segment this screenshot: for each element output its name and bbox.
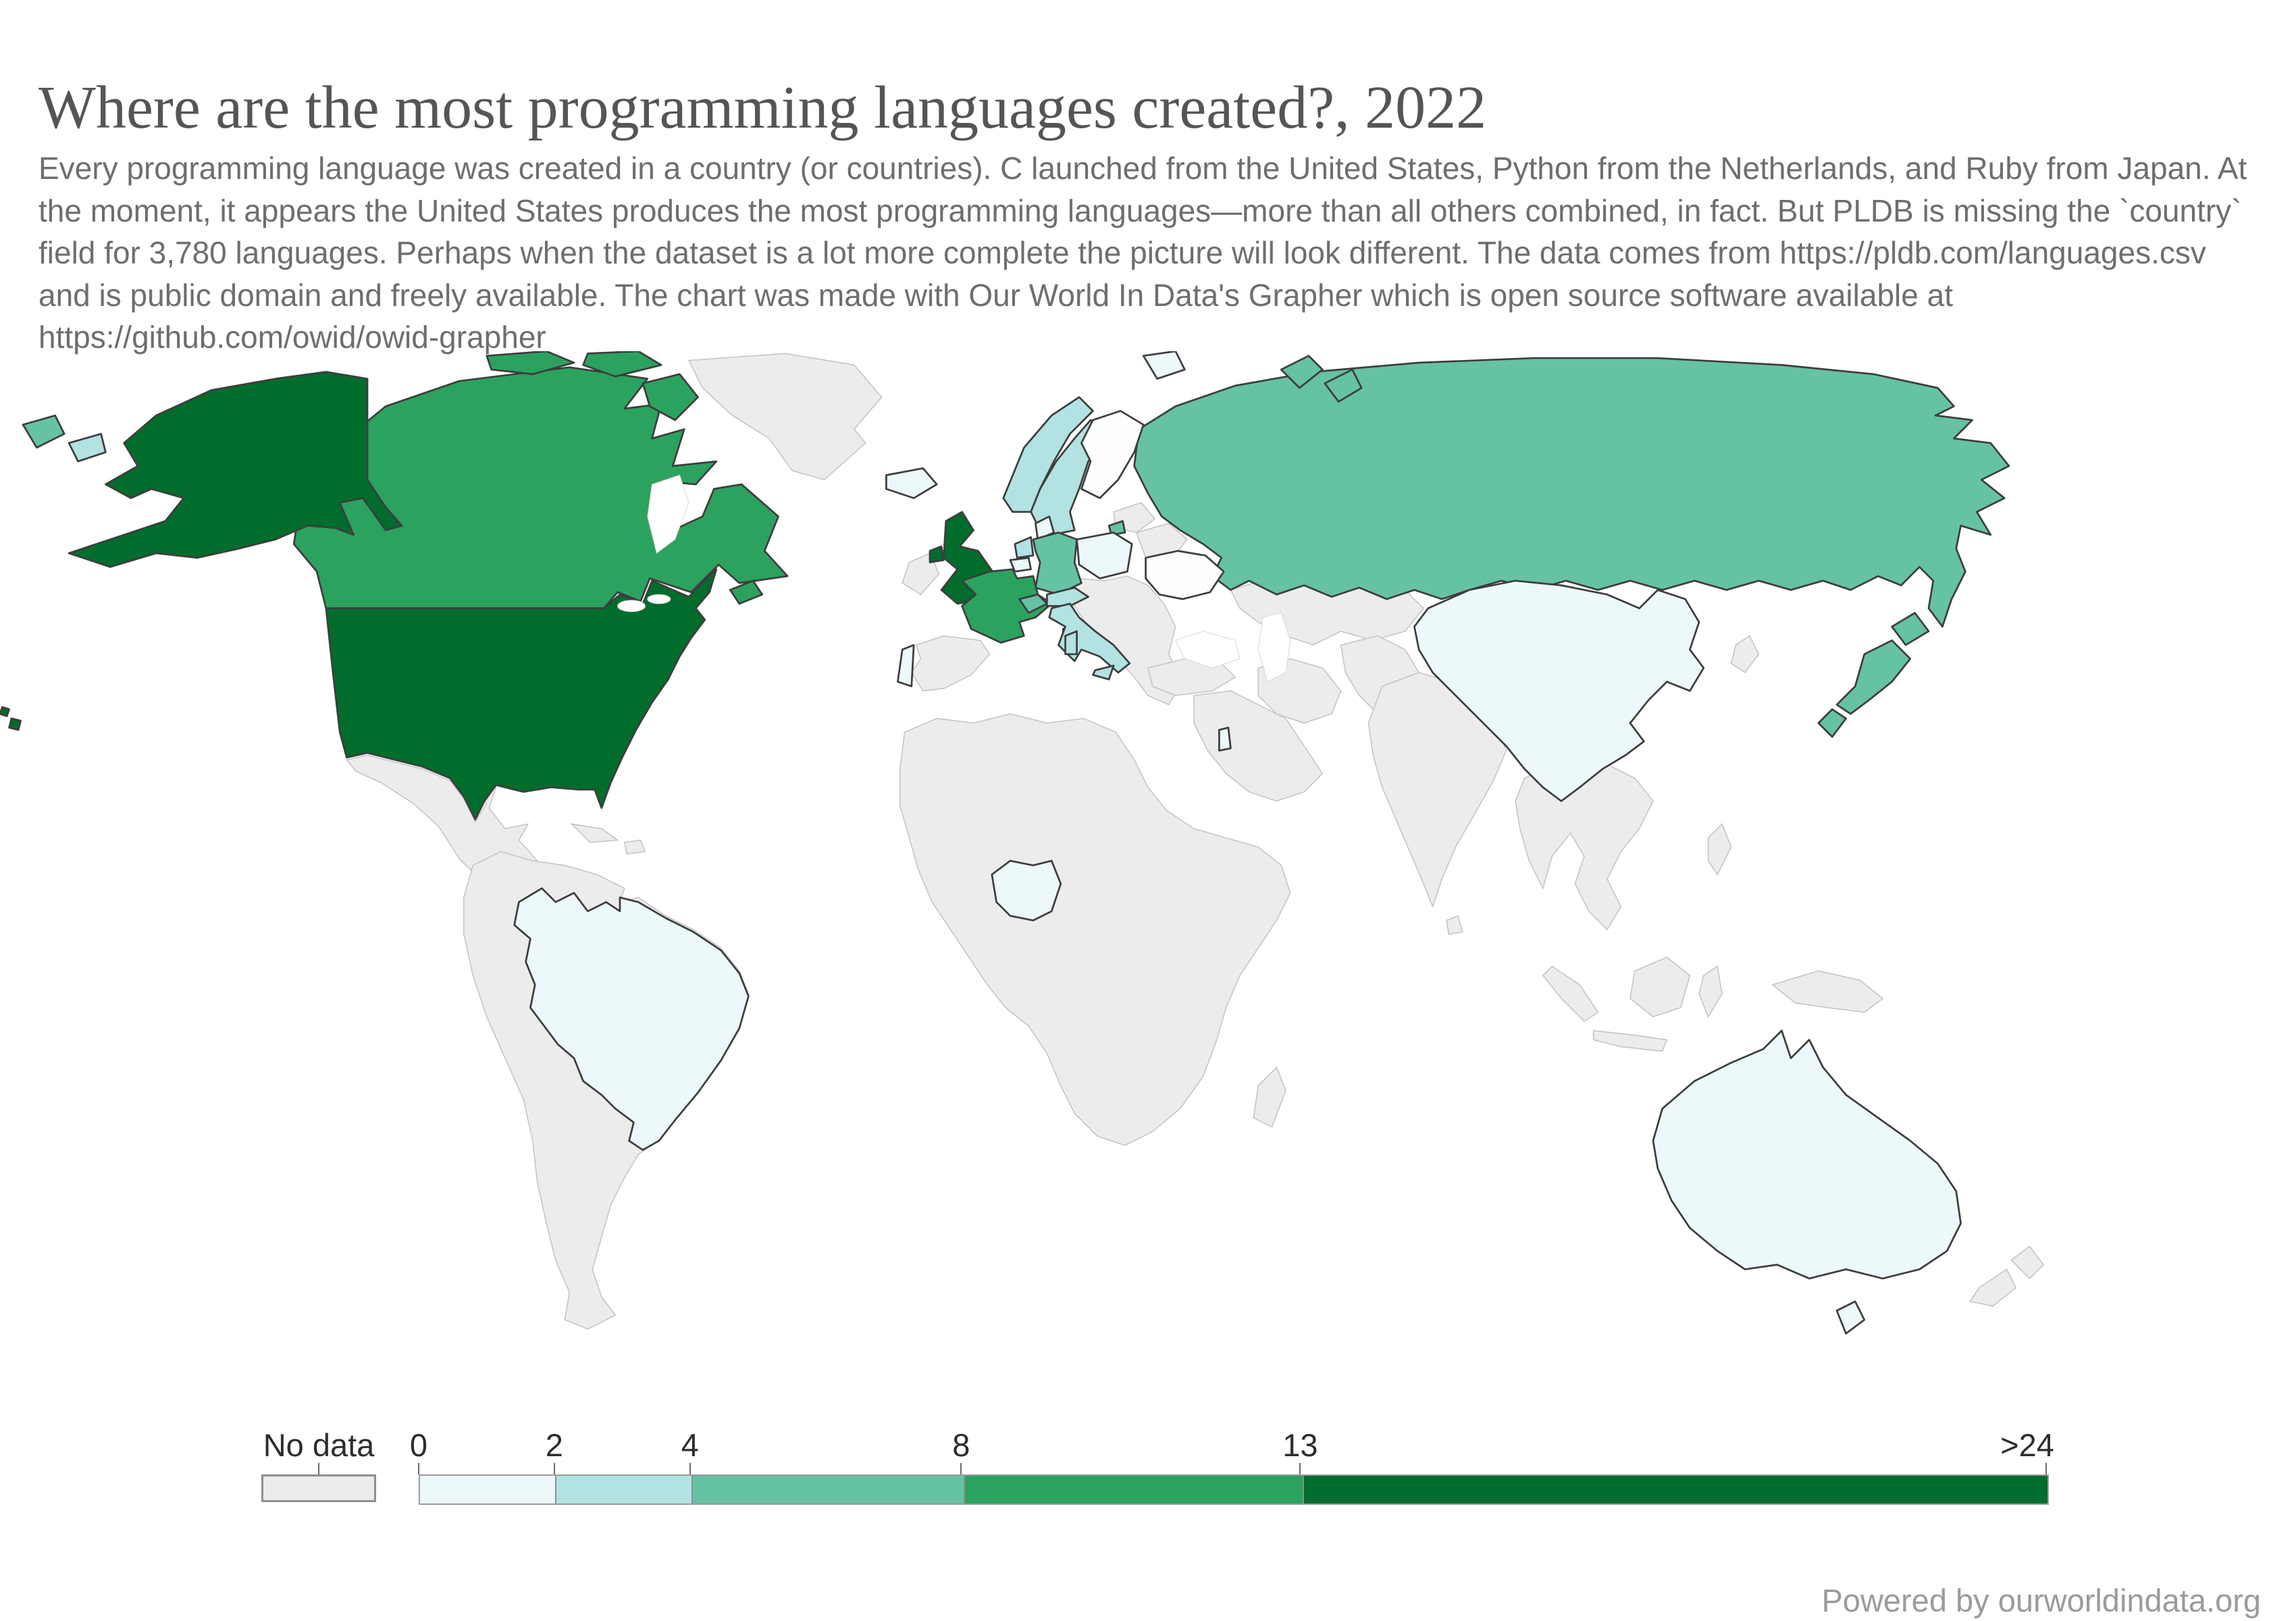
world-choropleth-map[interactable] (0, 351, 2296, 1412)
legend-tick-label: 0 (409, 1427, 428, 1463)
country-novaya-zemlya-1[interactable] (1280, 355, 1324, 389)
legend-segment-4-8[interactable] (692, 1476, 964, 1503)
powered-by-link[interactable]: Powered by ourworldindata.org (1821, 1583, 2261, 1618)
country-northern-ireland[interactable] (929, 545, 945, 563)
legend-tick-mark (1299, 1463, 1301, 1474)
country-iceland[interactable] (885, 467, 938, 499)
country-japan-kyushu[interactable] (1817, 708, 1847, 738)
country-alaska[interactable] (68, 371, 403, 568)
country-portugal[interactable] (897, 644, 915, 688)
legend-segment-8-13[interactable] (963, 1476, 1303, 1503)
country-israel[interactable] (1218, 726, 1232, 752)
country-sulawesi[interactable] (1698, 965, 1723, 1019)
country-cuba[interactable] (570, 823, 619, 844)
country-hispaniola[interactable] (623, 839, 646, 855)
country-svalbard[interactable] (1142, 351, 1186, 380)
country-japan-hokkaido[interactable] (1891, 612, 1930, 646)
country-canada-island-1[interactable] (486, 351, 575, 376)
legend-tick-label: >24 (2000, 1427, 2054, 1463)
country-chukotka[interactable] (22, 414, 66, 449)
world-map-svg (0, 351, 2045, 1335)
country-china[interactable] (1413, 580, 1705, 802)
country-belarus[interactable] (1136, 523, 1188, 559)
legend-segment-0-2[interactable] (420, 1476, 556, 1503)
country-wrangel-island[interactable] (68, 432, 107, 463)
country-austria[interactable] (1046, 586, 1089, 607)
country-spain[interactable] (910, 635, 991, 692)
country-ukraine[interactable] (1145, 550, 1225, 600)
legend-no-data-tick (318, 1463, 319, 1474)
legend-tick-label: 2 (545, 1427, 563, 1463)
hudson-bay (647, 474, 689, 554)
country-java[interactable] (1592, 1030, 1668, 1052)
country-belgium[interactable] (1009, 557, 1032, 573)
country-sri-lanka[interactable] (1446, 915, 1463, 935)
country-philippines[interactable] (1707, 823, 1732, 876)
country-korea[interactable] (1730, 635, 1760, 673)
country-nigeria[interactable] (991, 860, 1062, 922)
legend-tick-label: 4 (681, 1427, 699, 1463)
country-middle-east[interactable] (1193, 690, 1324, 802)
country-nova-scotia[interactable] (729, 580, 764, 605)
country-japan-honshu[interactable] (1835, 639, 1912, 715)
inland-water (617, 474, 1291, 683)
country-germany[interactable] (1032, 532, 1082, 596)
country-ireland[interactable] (902, 552, 940, 596)
country-denmark[interactable] (1035, 515, 1055, 541)
legend-no-data-label: No data (263, 1427, 375, 1463)
great-lake-2 (647, 594, 671, 604)
legend-tick-mark (689, 1463, 691, 1474)
legend-tick-mark (418, 1463, 419, 1474)
country-indochina[interactable] (1515, 763, 1654, 931)
country-new-zealand-north[interactable] (2010, 1245, 2045, 1279)
country-united-states[interactable] (325, 568, 718, 821)
legend-tick-mark (553, 1463, 555, 1474)
country-tasmania[interactable] (1835, 1300, 1866, 1335)
map-color-legend[interactable]: No data 0 2 4 8 13 >24 (0, 1424, 2296, 1518)
country-baffin-island[interactable] (642, 373, 699, 421)
country-hawaii2[interactable] (0, 706, 10, 717)
country-sardinia[interactable] (1064, 630, 1078, 655)
country-borneo[interactable] (1629, 956, 1691, 1018)
country-kaliningrad[interactable] (1107, 520, 1126, 536)
legend-tick-label: 13 (1282, 1427, 1318, 1463)
country-australia[interactable] (1652, 1029, 1962, 1280)
country-sumatra[interactable] (1542, 965, 1599, 1023)
country-norway[interactable] (1002, 396, 1094, 513)
country-africa[interactable] (899, 713, 1291, 1146)
country-russia[interactable] (1133, 357, 2010, 628)
country-france[interactable] (961, 568, 1053, 644)
legend-color-bar[interactable] (419, 1474, 2049, 1505)
country-poland[interactable] (1076, 532, 1133, 580)
great-lake-1 (617, 600, 646, 613)
chart-subtitle: Every programming language was created i… (38, 151, 2247, 355)
country-netherlands[interactable] (1014, 536, 1035, 559)
legend-segment-2-4[interactable] (555, 1476, 692, 1503)
caspian-sea (1257, 612, 1291, 683)
country-canada-island-2[interactable] (582, 351, 662, 378)
country-greenland[interactable] (687, 353, 883, 481)
legend-segment-13->24[interactable] (1303, 1476, 2048, 1503)
legend-tick-label: 8 (952, 1427, 970, 1463)
country-new-zealand-south[interactable] (1968, 1268, 2017, 1307)
legend-no-data-swatch[interactable] (261, 1474, 376, 1502)
country-new-guinea[interactable] (1771, 970, 1884, 1013)
chart-title: Where are the most programming languages… (38, 74, 1487, 142)
country-brazil[interactable] (513, 887, 750, 1151)
legend-tick-mark (960, 1463, 962, 1474)
country-novaya-zemlya-2[interactable] (1324, 368, 1363, 403)
black-sea (1175, 631, 1241, 669)
country-madagascar[interactable] (1253, 1066, 1286, 1128)
legend-tick-mark (2045, 1463, 2047, 1474)
country-finland[interactable] (1080, 409, 1145, 499)
country-italy[interactable] (1048, 602, 1131, 674)
country-sicily[interactable] (1092, 665, 1115, 681)
country-hawaii[interactable] (8, 717, 22, 731)
